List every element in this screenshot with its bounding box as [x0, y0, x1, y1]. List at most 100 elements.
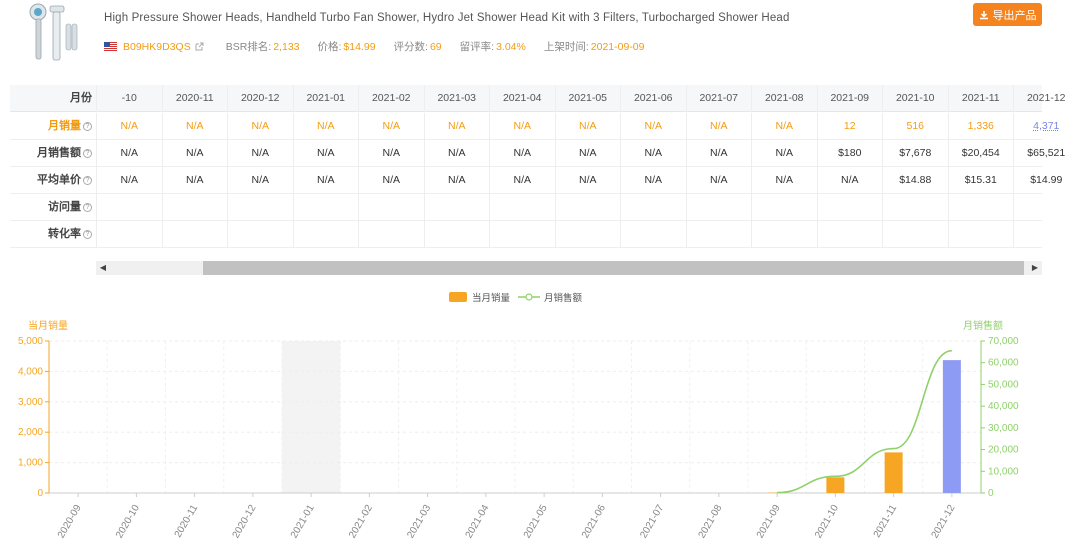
external-link-icon[interactable]: [195, 42, 204, 51]
table-cell: [816, 221, 883, 248]
bsr-value: 2,133: [273, 40, 300, 53]
export-product-button[interactable]: 导出产品: [973, 3, 1042, 26]
table-cell: N/A: [554, 140, 621, 167]
reviews-value: 69: [429, 40, 442, 53]
listed-date-value: 2021-09-09: [590, 40, 645, 53]
table-horizontal-scrollbar[interactable]: ◀ ▶: [96, 261, 1042, 275]
table-cell: N/A: [620, 113, 686, 140]
month-header-cell: 2021-05: [554, 85, 621, 112]
table-cell: [751, 194, 817, 221]
right-axis-tick-label: 70,000: [988, 336, 1019, 347]
table-cell: $65,521: [1013, 140, 1079, 167]
table-cell: 4,371: [1013, 113, 1079, 140]
table-cell: $180: [816, 140, 883, 167]
bar-monthly-units: [942, 360, 961, 493]
month-header-cell: 2021-01: [292, 85, 359, 112]
row-label: 月销售额?: [10, 140, 96, 167]
listed-date-label: 上架时间:: [543, 41, 589, 53]
line-monthly-revenue: [777, 349, 952, 494]
x-axis-tick-label: 2021-01: [289, 503, 317, 541]
table-cell: N/A: [423, 113, 490, 140]
help-icon[interactable]: ?: [83, 202, 92, 212]
x-axis-tick-label: 2021-06: [580, 503, 608, 541]
table-cell: N/A: [489, 113, 555, 140]
month-header-cell: 2021-12: [1013, 85, 1079, 112]
table-cell: N/A: [423, 167, 490, 194]
table-cell: 516: [882, 113, 948, 140]
help-icon[interactable]: ?: [83, 148, 92, 158]
scrollbar-thumb[interactable]: [203, 261, 1024, 275]
row-label-text: 访问量: [48, 201, 81, 213]
product-title[interactable]: High Pressure Shower Heads, Handheld Tur…: [104, 12, 790, 24]
table-cell: [489, 194, 555, 221]
table-cell: N/A: [554, 113, 621, 140]
month-header-cell: 2021-11: [947, 85, 1014, 112]
table-cell: $15.31: [947, 167, 1014, 194]
table-cell: N/A: [423, 140, 490, 167]
review-rate-label: 留评率:: [459, 41, 495, 53]
x-axis-tick-label: 2021-02: [347, 503, 375, 541]
bar-monthly-units: [884, 452, 903, 493]
table-cell: [751, 221, 817, 248]
chart-legend: 当月销量 月销售额: [449, 290, 582, 304]
legend-item-monthly-revenue[interactable]: 月销售额: [544, 293, 583, 304]
row-label-text: 平均单价: [37, 174, 81, 186]
sales-chart: 0 1,000 2,000 3,000 4,000 5,000 0 10,000 20,000 3…: [18, 319, 1019, 541]
help-icon[interactable]: ?: [83, 175, 92, 185]
right-axis-title: 月销售额: [963, 319, 1003, 332]
legend-item-monthly-units[interactable]: 当月销量: [472, 293, 511, 304]
scroll-left-arrow-icon[interactable]: ◀: [99, 263, 107, 272]
x-axis-tick-label: 2021-03: [405, 503, 433, 541]
table-cell: [620, 221, 686, 248]
table-cell: N/A: [161, 140, 228, 167]
table-cell: N/A: [489, 167, 555, 194]
right-axis-tick-label: 10,000: [988, 466, 1019, 477]
bsr-label: BSR排名:: [225, 41, 272, 53]
month-header-cell: 2021-07: [685, 85, 752, 112]
table-cell: [161, 221, 228, 248]
month-header-cell: 2021-04: [489, 85, 555, 112]
table-cell: [816, 194, 883, 221]
x-axis-tick-label: 2021-04: [464, 503, 492, 541]
shaded-category-band: [282, 341, 341, 493]
table-cell: N/A: [620, 167, 686, 194]
month-header-cell: 2021-09: [816, 85, 883, 112]
right-axis-tick-label: 60,000: [988, 358, 1019, 369]
table-row: 转化率?: [10, 221, 1042, 248]
row-label-text: 月销量: [48, 120, 81, 132]
table-cell: [620, 194, 686, 221]
month-header-cell: 2021-08: [751, 85, 817, 112]
table-cell: N/A: [96, 167, 162, 194]
product-thumbnail[interactable]: [26, 2, 80, 64]
month-header-cell: 2020-12: [227, 85, 293, 112]
us-flag-icon: [104, 42, 117, 51]
table-cell: [947, 194, 1014, 221]
table-cell: [882, 221, 948, 248]
product-header: High Pressure Shower Heads, Handheld Tur…: [0, 0, 1080, 70]
month-header-cell: 2020-11: [161, 85, 228, 112]
x-axis-tick-label: 2021-08: [697, 503, 725, 541]
table-cell: [423, 194, 490, 221]
table-cell: $7,678: [882, 140, 948, 167]
table-cell: N/A: [685, 113, 752, 140]
table-cell: [358, 221, 424, 248]
table-cell: [1013, 221, 1079, 248]
table-cell: [554, 221, 621, 248]
help-icon[interactable]: ?: [83, 121, 92, 131]
help-icon[interactable]: ?: [83, 229, 92, 239]
table-cell: N/A: [489, 140, 555, 167]
table-cell: N/A: [751, 167, 817, 194]
left-axis-tick-label: 1,000: [18, 458, 43, 469]
scroll-right-arrow-icon[interactable]: ▶: [1031, 263, 1039, 272]
asin-link[interactable]: B09HK9D3QS: [123, 40, 191, 53]
table-cell: [292, 221, 359, 248]
left-axis-tick-label: 2,000: [18, 427, 43, 438]
table-row: 月销售额? N/A N/A N/A N/A N/A N/A N/A N/A N/A N/A N/A $1…: [10, 140, 1065, 167]
legend-line-swatch[interactable]: [518, 292, 541, 302]
x-axis-tick-label: 2020-11: [173, 503, 201, 540]
table-cell: N/A: [227, 167, 293, 194]
month-header-cell: 2021-06: [620, 85, 686, 112]
row-label: 月销量?: [10, 113, 96, 140]
table-cell: 1,336: [947, 113, 1014, 140]
legend-bar-swatch[interactable]: [449, 292, 467, 302]
